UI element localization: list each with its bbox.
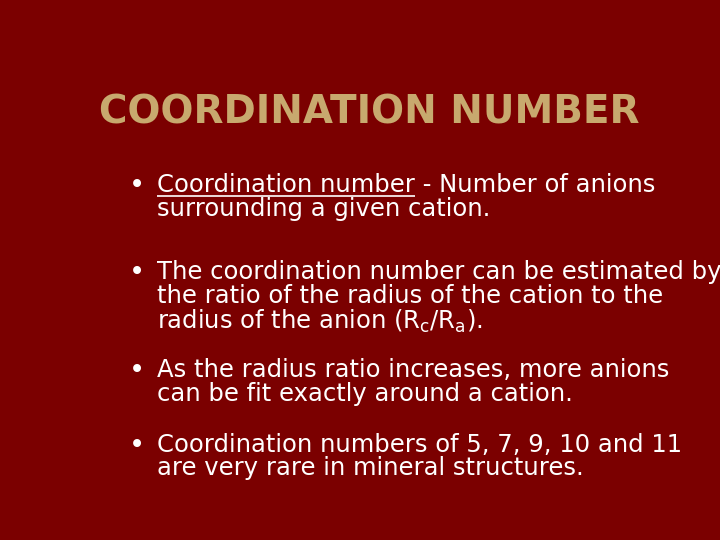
Text: •: • bbox=[129, 173, 145, 199]
Text: •: • bbox=[129, 433, 145, 459]
Text: radius of the anion ($\mathregular{R_c/R_a}$).: radius of the anion ($\mathregular{R_c/R… bbox=[157, 308, 482, 335]
Text: COORDINATION NUMBER: COORDINATION NUMBER bbox=[99, 94, 639, 132]
Text: can be fit exactly around a cation.: can be fit exactly around a cation. bbox=[157, 382, 573, 406]
Text: surrounding a given cation.: surrounding a given cation. bbox=[157, 197, 490, 221]
Text: •: • bbox=[129, 260, 145, 286]
Text: the ratio of the radius of the cation to the: the ratio of the radius of the cation to… bbox=[157, 284, 663, 308]
Text: are very rare in mineral structures.: are very rare in mineral structures. bbox=[157, 456, 584, 481]
Text: The coordination number can be estimated by: The coordination number can be estimated… bbox=[157, 260, 720, 284]
Text: - Number of anions: - Number of anions bbox=[415, 173, 655, 197]
Text: As the radius ratio increases, more anions: As the radius ratio increases, more anio… bbox=[157, 358, 670, 382]
Text: Coordination number: Coordination number bbox=[157, 173, 415, 197]
Text: •: • bbox=[129, 358, 145, 384]
Text: Coordination numbers of 5, 7, 9, 10 and 11: Coordination numbers of 5, 7, 9, 10 and … bbox=[157, 433, 682, 457]
